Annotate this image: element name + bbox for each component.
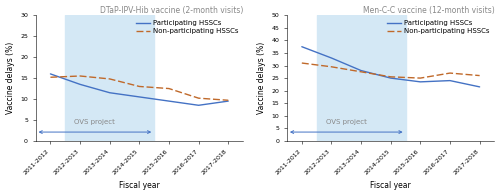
X-axis label: Fiscal year: Fiscal year: [370, 181, 411, 191]
Legend: Participating HSSCs, Non-participating HSSCs: Participating HSSCs, Non-participating H…: [386, 19, 491, 36]
X-axis label: Fiscal year: Fiscal year: [119, 181, 160, 191]
Bar: [66, 15, 154, 141]
Y-axis label: Vaccine delays (%): Vaccine delays (%): [257, 42, 266, 114]
Y-axis label: Vaccine delays (%): Vaccine delays (%): [6, 42, 15, 114]
Text: OVS project: OVS project: [326, 119, 366, 124]
Text: DTaP-IPV-Hib vaccine (2-month visits): DTaP-IPV-Hib vaccine (2-month visits): [100, 5, 243, 15]
Legend: Participating HSSCs, Non-participating HSSCs: Participating HSSCs, Non-participating H…: [134, 19, 240, 36]
Bar: [316, 15, 406, 141]
Text: OVS project: OVS project: [74, 119, 116, 124]
Text: Men-C-C vaccine (12-month visits): Men-C-C vaccine (12-month visits): [362, 5, 494, 15]
